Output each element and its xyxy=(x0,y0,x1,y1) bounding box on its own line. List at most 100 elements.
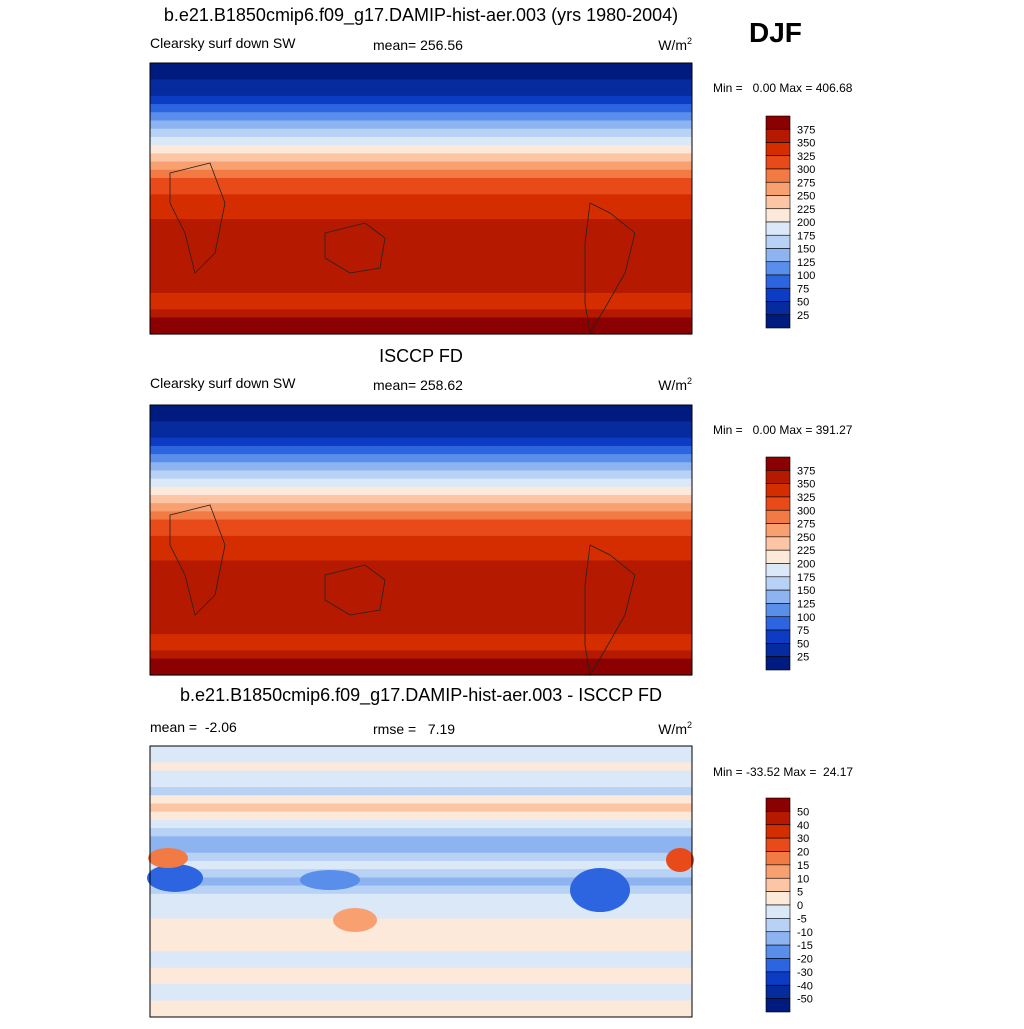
map-band xyxy=(150,593,692,602)
colorbar-box xyxy=(765,891,791,906)
map-band xyxy=(150,503,692,512)
units-exponent: 2 xyxy=(687,36,692,46)
map-band xyxy=(150,511,692,521)
map-band xyxy=(150,560,692,570)
colorbar-box xyxy=(765,603,791,618)
colorbar-label: 250 xyxy=(797,191,815,203)
map-band xyxy=(150,104,692,113)
colorbar-box xyxy=(765,234,791,249)
map-band xyxy=(150,145,692,154)
colorbar-box xyxy=(765,998,791,1013)
map-band xyxy=(150,268,692,278)
colorbar-box xyxy=(765,181,791,196)
colorbar-label: -50 xyxy=(797,994,813,1006)
units-label: W/m2 xyxy=(658,36,692,53)
map-band xyxy=(150,462,692,472)
colorbar-box xyxy=(765,971,791,986)
colorbar-label: 225 xyxy=(797,204,815,216)
colorbar-label: 225 xyxy=(797,545,815,557)
colorbar-label: 350 xyxy=(797,479,815,491)
map-band xyxy=(150,325,692,335)
colorbar-label: 375 xyxy=(797,124,815,136)
min-max: Min = 0.00 Max = 406.68 xyxy=(713,81,853,95)
map-band xyxy=(150,934,692,944)
map-band xyxy=(150,71,692,81)
map-band xyxy=(150,819,692,829)
units: W/m xyxy=(658,377,687,393)
colorbar-box xyxy=(765,931,791,946)
colorbar-label: -15 xyxy=(797,940,813,952)
map-band xyxy=(150,478,692,488)
colorbar-label: 125 xyxy=(797,257,815,269)
colorbar-label: 350 xyxy=(797,138,815,150)
map-band xyxy=(150,227,692,237)
map-band xyxy=(150,243,692,253)
season-label: DJF xyxy=(749,17,802,48)
map-band xyxy=(150,893,692,903)
map-band xyxy=(150,292,692,302)
map-band xyxy=(150,120,692,130)
colorbar-box xyxy=(765,142,791,157)
colorbar-box xyxy=(765,958,791,973)
colorbar-box xyxy=(765,314,791,329)
colorbar-box xyxy=(765,877,791,892)
map-band xyxy=(150,301,692,310)
map-band xyxy=(150,860,692,870)
colorbar-label: -10 xyxy=(797,927,813,939)
colorbar-label: 325 xyxy=(797,151,815,163)
colorbar-box xyxy=(765,287,791,302)
map-band xyxy=(150,926,692,936)
colorbar-label: 30 xyxy=(797,833,809,845)
colorbar-box xyxy=(765,248,791,263)
map-band xyxy=(150,852,692,862)
left-label: Clearsky surf down SW xyxy=(150,35,296,51)
colorbar-box xyxy=(765,509,791,524)
map-band xyxy=(150,95,692,105)
colorbar-box xyxy=(765,616,791,631)
map-band xyxy=(150,828,692,837)
map xyxy=(147,746,694,1018)
colorbar-label: 275 xyxy=(797,519,815,531)
colorbar-box xyxy=(765,643,791,657)
colorbar-label: 15 xyxy=(797,860,809,872)
colorbar-box xyxy=(765,656,791,671)
map-band xyxy=(150,787,692,796)
center-label: mean= 258.62 xyxy=(373,377,463,393)
map-patch xyxy=(147,864,203,892)
map-band xyxy=(150,235,692,245)
map-band xyxy=(150,552,692,562)
map-band xyxy=(150,161,692,171)
colorbar-box xyxy=(765,115,791,130)
map-band xyxy=(150,276,692,286)
map-band xyxy=(150,959,692,969)
map-band xyxy=(150,836,692,846)
map-band xyxy=(150,486,692,496)
map-band xyxy=(150,202,692,212)
map-band xyxy=(150,754,692,764)
colorbar-label: 25 xyxy=(797,652,809,664)
colorbar-label: 200 xyxy=(797,559,815,571)
map-frame xyxy=(149,62,693,335)
map-band xyxy=(150,470,692,480)
map-band xyxy=(150,943,692,952)
map-band xyxy=(150,666,692,676)
colorbar-label: 100 xyxy=(797,270,815,282)
colorbar-label: 100 xyxy=(797,612,815,624)
colorbar-box xyxy=(765,483,791,498)
map-band xyxy=(150,194,692,204)
colorbar-label: 250 xyxy=(797,532,815,544)
map-band xyxy=(150,869,692,878)
colorbar-label: 375 xyxy=(797,465,815,477)
colorbar-label: -20 xyxy=(797,954,813,966)
map-patch xyxy=(666,848,694,872)
colorbar-box xyxy=(765,563,791,578)
colorbar-label: 50 xyxy=(797,806,809,818)
colorbar-label: 325 xyxy=(797,492,815,504)
colorbar-box xyxy=(765,155,791,170)
colorbar-label: 40 xyxy=(797,820,809,832)
coastline xyxy=(584,544,636,677)
colorbar-label: 175 xyxy=(797,230,815,242)
map-band xyxy=(150,811,692,821)
colorbar-label: 150 xyxy=(797,244,815,256)
map-band xyxy=(150,778,692,788)
